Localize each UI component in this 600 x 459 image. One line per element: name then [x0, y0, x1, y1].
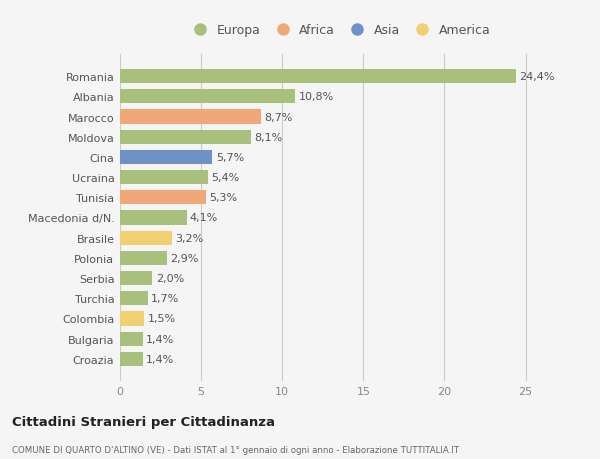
Text: 5,3%: 5,3% [209, 193, 238, 203]
Bar [120, 151, 212, 165]
Text: 5,4%: 5,4% [211, 173, 239, 183]
Text: 24,4%: 24,4% [519, 72, 554, 82]
Bar [120, 251, 167, 265]
Bar [120, 352, 143, 366]
Text: 8,1%: 8,1% [254, 132, 283, 142]
Legend: Europa, Africa, Asia, America: Europa, Africa, Asia, America [182, 19, 496, 42]
Bar [120, 211, 187, 225]
Text: 1,4%: 1,4% [146, 334, 174, 344]
Text: 5,7%: 5,7% [216, 152, 244, 162]
Bar [120, 312, 145, 326]
Text: 1,5%: 1,5% [148, 314, 176, 324]
Text: 3,2%: 3,2% [175, 233, 203, 243]
Bar [120, 171, 208, 185]
Bar [120, 231, 172, 245]
Text: 4,1%: 4,1% [190, 213, 218, 223]
Text: 8,7%: 8,7% [265, 112, 293, 122]
Text: 1,7%: 1,7% [151, 294, 179, 304]
Bar [120, 90, 295, 104]
Text: 2,9%: 2,9% [170, 253, 199, 263]
Bar [120, 191, 206, 205]
Text: COMUNE DI QUARTO D'ALTINO (VE) - Dati ISTAT al 1° gennaio di ogni anno - Elabora: COMUNE DI QUARTO D'ALTINO (VE) - Dati IS… [12, 445, 459, 454]
Bar [120, 70, 516, 84]
Text: Cittadini Stranieri per Cittadinanza: Cittadini Stranieri per Cittadinanza [12, 415, 275, 428]
Bar [120, 291, 148, 306]
Text: 1,4%: 1,4% [146, 354, 174, 364]
Text: 2,0%: 2,0% [155, 274, 184, 284]
Bar [120, 130, 251, 145]
Bar [120, 332, 143, 346]
Bar [120, 110, 261, 124]
Bar [120, 271, 152, 285]
Text: 10,8%: 10,8% [298, 92, 334, 102]
